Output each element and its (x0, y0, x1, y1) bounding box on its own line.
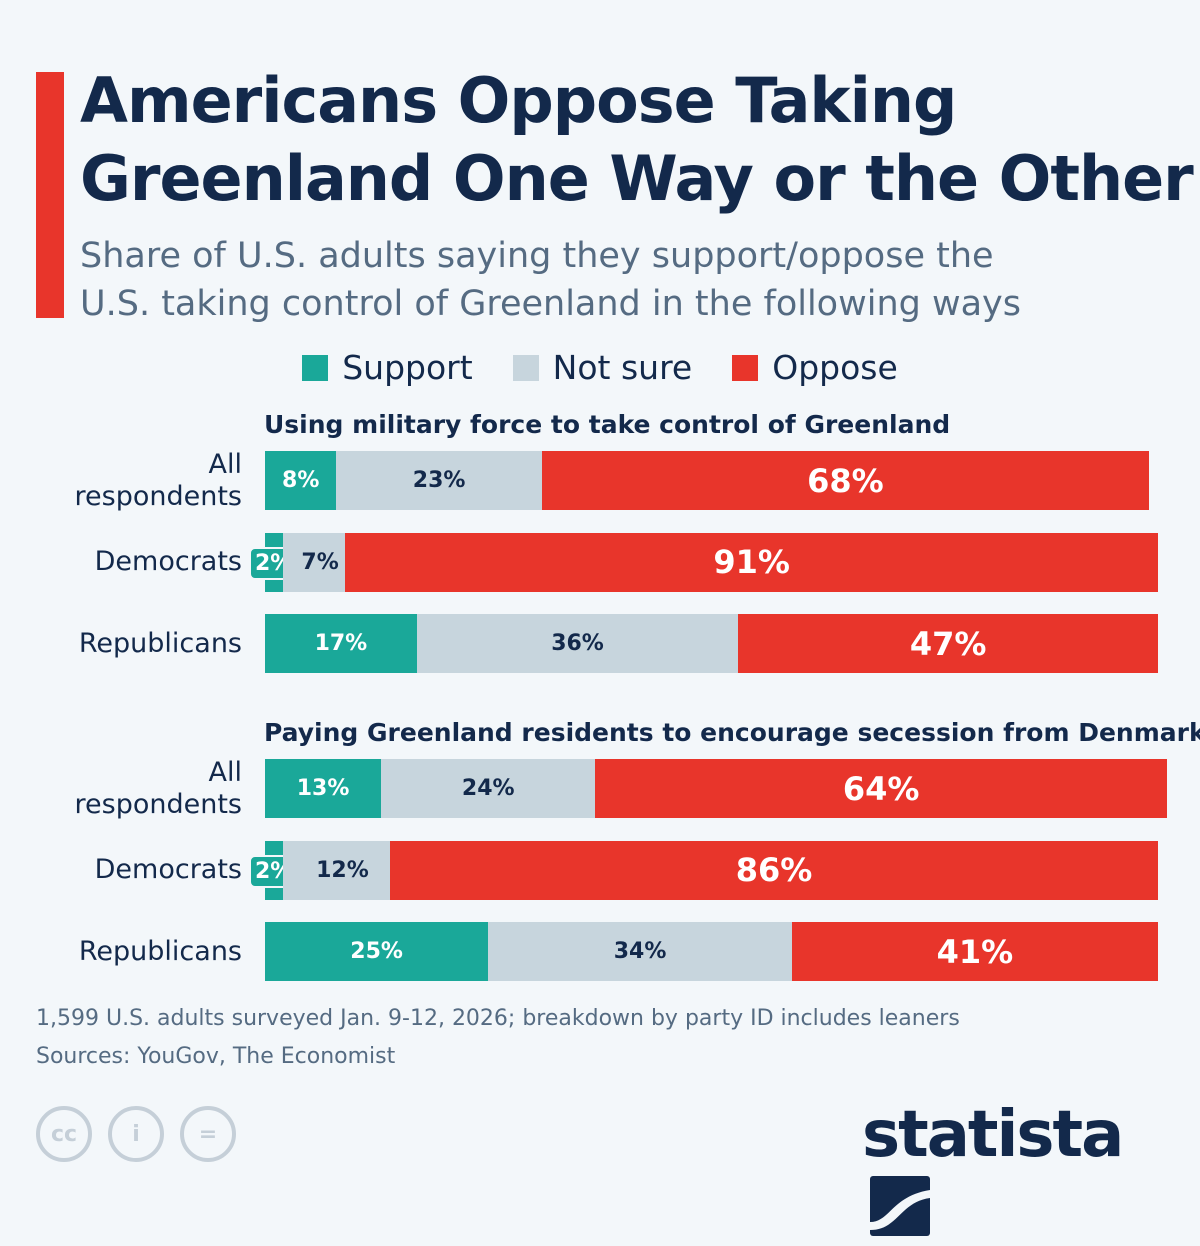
group-title: Paying Greenland residents to encourage … (264, 718, 1200, 747)
bar-not-sure: 23% (336, 451, 542, 510)
data-label: 36% (551, 631, 604, 656)
data-label: 68% (807, 461, 884, 500)
legend-support: Support (302, 348, 473, 387)
bar-oppose: 64% (595, 759, 1167, 818)
bar-oppose: 68% (541, 451, 1150, 510)
no-derivatives-icon: = (180, 1106, 236, 1162)
statista-logo: statista (862, 1098, 1200, 1246)
row-label: All respondents (74, 756, 242, 820)
bar-oppose: 47% (738, 614, 1158, 673)
attribution-icon: i (108, 1106, 164, 1162)
bar-support: 13% (265, 759, 382, 818)
bar-not-sure: 7% (282, 532, 346, 592)
data-label: 17% (314, 631, 368, 656)
legend-oppose: Oppose (732, 348, 898, 387)
data-label: 34% (613, 939, 667, 964)
bar-not-sure: 34% (488, 922, 792, 981)
row-label: Republicans (78, 935, 242, 967)
statista-logo-icon (870, 1176, 930, 1236)
data-label: 91% (713, 543, 790, 581)
cc-icon: cc (36, 1106, 92, 1162)
bar-oppose: 91% (345, 532, 1158, 592)
data-label: 7% (301, 549, 339, 575)
data-label: 41% (936, 932, 1014, 971)
accent-bar (36, 72, 64, 318)
data-label: 12% (316, 857, 369, 883)
bar-support: 8% (265, 451, 337, 510)
subtitle: Share of U.S. adults saying they support… (80, 236, 1021, 324)
bar-oppose: 86% (390, 840, 1158, 900)
data-label: 23% (412, 468, 466, 493)
bar-not-sure: 36% (416, 614, 739, 673)
legend-not-sure: Not sure (512, 348, 692, 387)
row-label: Democrats (94, 546, 242, 577)
bar-support: 17% (265, 614, 417, 673)
legend: Support Not sure Oppose (0, 348, 1200, 387)
bar-oppose: 41% (791, 922, 1158, 981)
footnote: 1,599 U.S. adults surveyed Jan. 9-12, 20… (36, 1006, 960, 1069)
data-label: 8% (282, 468, 320, 493)
data-label: 47% (909, 624, 987, 663)
group-title: Using military force to take control of … (264, 410, 951, 439)
data-label: 64% (842, 769, 920, 808)
data-label: 25% (350, 939, 403, 964)
row-label: Democrats (94, 854, 242, 885)
page-title: Americans Oppose Taking Greenland One Way… (80, 64, 1194, 215)
bar-not-sure: 12% (282, 840, 391, 900)
bar-support: 25% (265, 922, 489, 981)
data-label: 86% (735, 851, 813, 889)
bar-not-sure: 24% (381, 759, 596, 818)
row-label: All respondents (74, 448, 242, 512)
row-label: Republicans (78, 627, 242, 659)
data-label: 13% (296, 776, 350, 801)
data-label: 24% (461, 776, 515, 801)
